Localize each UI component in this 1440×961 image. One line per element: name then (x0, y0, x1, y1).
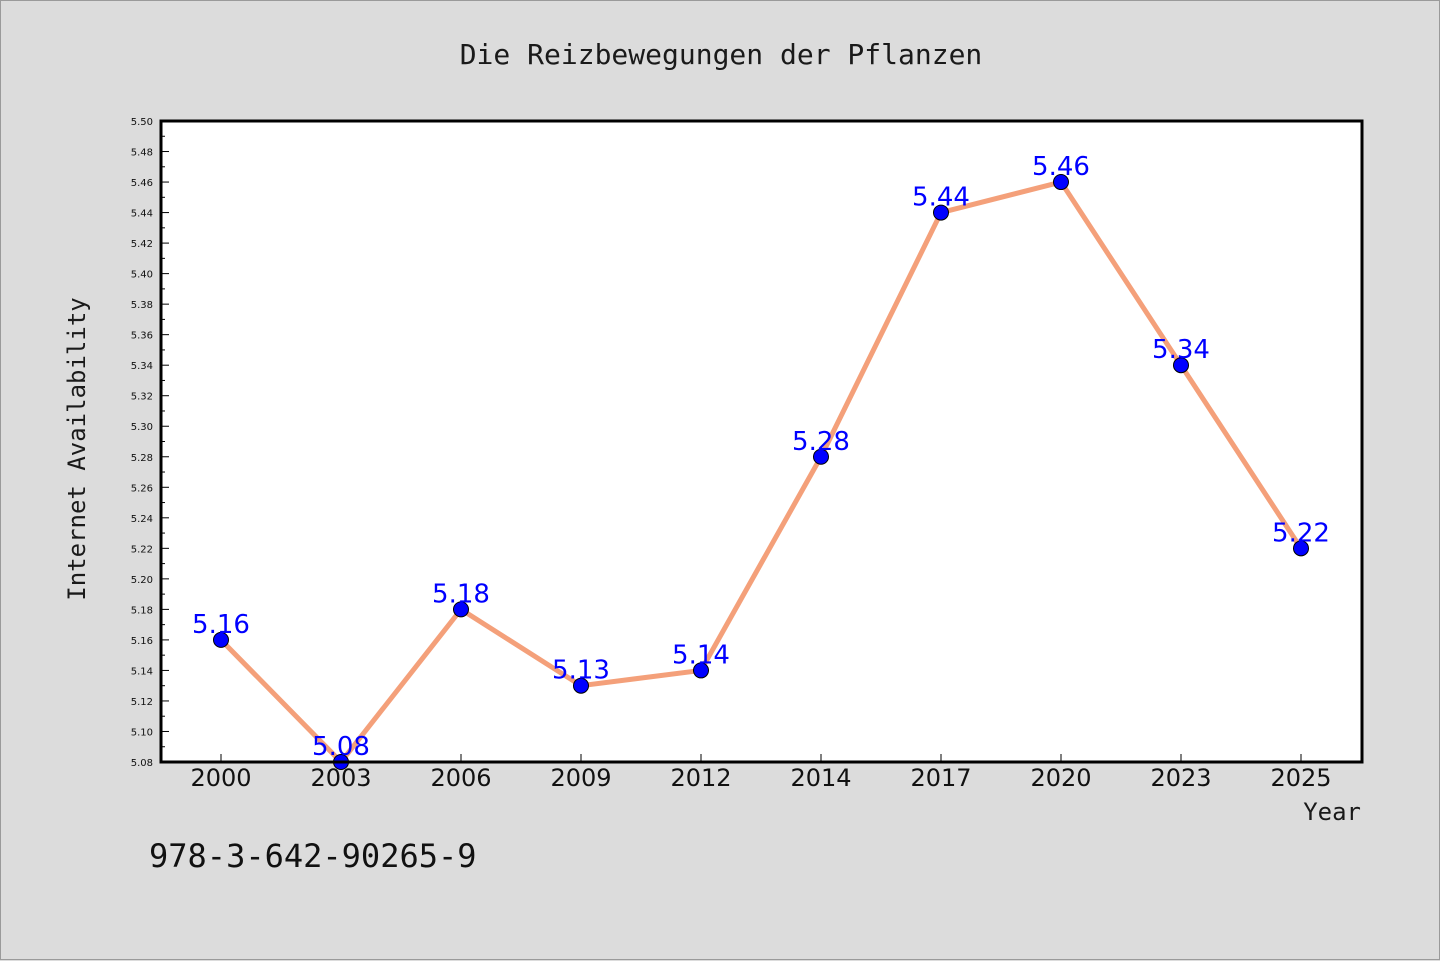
x-tick-label: 2020 (1030, 764, 1091, 792)
y-tick-label: 5.30 (131, 422, 153, 433)
y-tick-label: 5.38 (131, 300, 153, 311)
x-tick-label: 2014 (790, 764, 851, 792)
x-tick-label: 2017 (910, 764, 971, 792)
y-tick-label: 5.50 (131, 117, 153, 128)
data-point-marker (813, 448, 829, 465)
data-point-marker (693, 662, 709, 679)
data-label: 5.16 (192, 610, 250, 640)
data-point-marker (1173, 357, 1189, 374)
data-label: 5.22 (1272, 518, 1330, 548)
data-point-marker (573, 677, 589, 694)
data-point-marker (1293, 540, 1309, 557)
series-layer: 5.16 5.08 5.18 5.13 5.14 5.28 5.44 5.46 5.34 5.22 (192, 152, 1330, 770)
x-tick-label: 2012 (670, 764, 731, 792)
plot-area (161, 121, 1362, 762)
x-axis-label: Year (1303, 798, 1361, 826)
data-point-marker (213, 631, 229, 648)
x-tick-label: 2009 (550, 764, 611, 792)
y-tick-label: 5.28 (131, 453, 153, 464)
x-tick-label: 2023 (1150, 764, 1211, 792)
y-axis-ticks: 5.08 5.10 5.12 5.14 5.16 5.18 5.20 5.22 5.24 5.26… (131, 117, 169, 769)
y-tick-label: 5.44 (131, 209, 153, 220)
x-tick-label: 2025 (1270, 764, 1331, 792)
y-tick-label: 5.08 (131, 758, 153, 769)
y-tick-label: 5.10 (131, 727, 153, 738)
data-point-marker (1053, 174, 1069, 191)
x-tick-label: 2000 (190, 764, 251, 792)
data-label: 5.13 (552, 656, 610, 686)
caption-text: 978-3-642-90265-9 (149, 837, 477, 875)
y-tick-label: 5.24 (131, 514, 153, 525)
y-tick-label: 5.48 (131, 148, 153, 159)
y-tick-label: 5.32 (131, 392, 153, 403)
y-tick-label: 5.36 (131, 331, 153, 342)
data-label: 5.44 (912, 183, 970, 213)
y-tick-label: 5.14 (131, 666, 153, 677)
y-tick-label: 5.20 (131, 575, 153, 586)
data-point-marker (453, 601, 469, 618)
series-line (219, 179, 1304, 765)
y-tick-label: 5.16 (131, 636, 153, 647)
plot-border (159, 119, 1364, 764)
y-tick-label: 5.22 (131, 544, 153, 555)
y-tick-label: 5.34 (131, 361, 153, 372)
data-label: 5.14 (672, 640, 730, 670)
data-point-marker (933, 204, 949, 221)
data-label: 5.28 (792, 427, 850, 457)
y-tick-label: 5.12 (131, 697, 153, 708)
y-tick-label: 5.26 (131, 483, 153, 494)
y-tick-label: 5.40 (131, 270, 153, 281)
data-label: 5.34 (1152, 335, 1210, 365)
y-tick-label: 5.18 (131, 605, 153, 616)
x-tick-label: 2006 (430, 764, 491, 792)
data-label: 5.18 (432, 579, 490, 609)
x-axis-ticks: 2000 2003 2006 2009 2012 2014 2017 2020 2023 2025 (190, 754, 1332, 792)
data-label: 5.08 (312, 732, 370, 762)
y-axis-label: Internet Availability (63, 297, 91, 600)
chart-title: Die Reizbewegungen der Pflanzen (460, 38, 983, 71)
y-tick-label: 5.46 (131, 178, 153, 189)
y-tick-label: 5.42 (131, 239, 153, 250)
data-label: 5.46 (1032, 152, 1090, 182)
